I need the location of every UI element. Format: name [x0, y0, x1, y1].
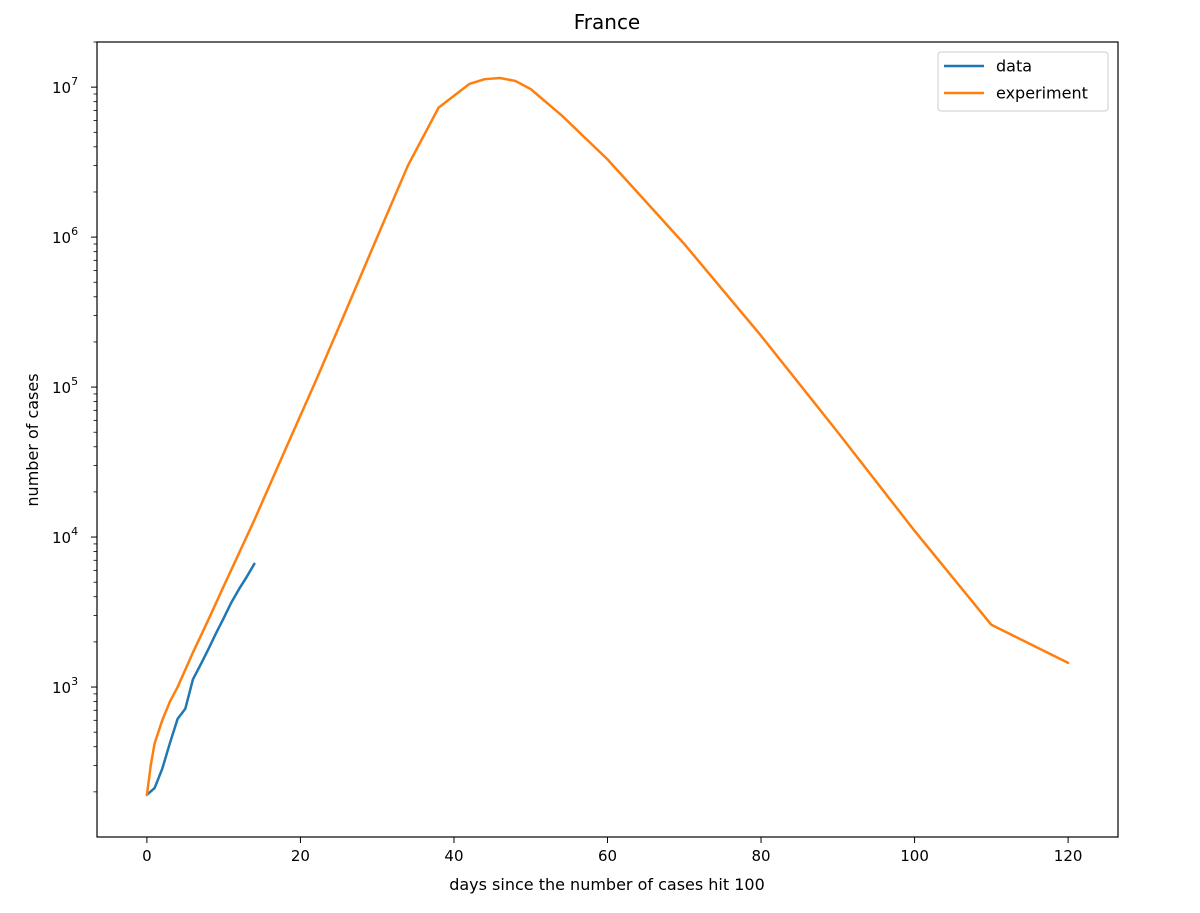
- x-axis-label: days since the number of cases hit 100: [449, 875, 765, 894]
- x-tick-label: 40: [444, 847, 463, 865]
- series-line-data: [145, 562, 256, 797]
- chart-title: France: [574, 10, 641, 34]
- y-tick-label: 107: [52, 75, 78, 97]
- x-tick-label: 100: [900, 847, 929, 865]
- x-tick-label: 80: [751, 847, 770, 865]
- legend-label-experiment: experiment: [996, 84, 1088, 103]
- y-tick-label: 106: [52, 225, 78, 247]
- x-tick-label: 120: [1054, 847, 1083, 865]
- series-layer: [145, 76, 1070, 797]
- series-line-experiment: [145, 76, 1070, 797]
- legend: data experiment: [937, 51, 1109, 112]
- y-tick-label: 103: [52, 675, 78, 697]
- y-tick-label: 105: [52, 375, 78, 397]
- x-tick-label: 20: [291, 847, 310, 865]
- x-axis-ticks: 0 20 40 60 80 100 120: [142, 837, 1082, 865]
- x-tick-label: 60: [598, 847, 617, 865]
- x-tick-label: 0: [142, 847, 152, 865]
- legend-label-data: data: [996, 57, 1032, 76]
- y-axis-ticks: 103 104 105 106 107: [52, 41, 97, 793]
- y-tick-label: 104: [52, 525, 78, 547]
- y-axis-label: number of cases: [23, 373, 42, 506]
